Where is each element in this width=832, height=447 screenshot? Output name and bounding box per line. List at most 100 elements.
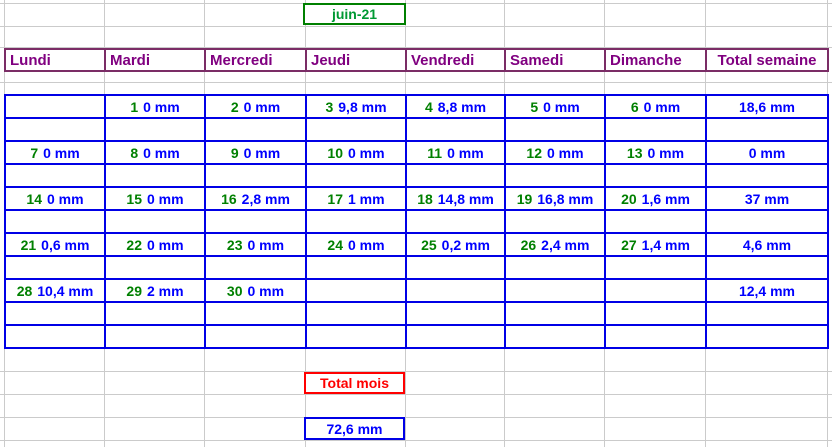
header-cell-lundi[interactable]: Lundi [6,50,106,72]
spacer-cell[interactable] [206,257,307,280]
spacer-cell[interactable] [707,303,829,326]
header-cell-total-semaine[interactable]: Total semaine [707,50,829,72]
day-cell[interactable]: 12 0 mm [506,142,606,165]
spacer-cell[interactable] [407,326,506,349]
spacer-cell[interactable] [506,257,606,280]
header-cell-mercredi[interactable]: Mercredi [206,50,307,72]
day-cell[interactable]: 11 0 mm [407,142,506,165]
spacer-cell[interactable] [407,303,506,326]
spacer-cell[interactable] [407,257,506,280]
spacer-cell[interactable] [6,303,106,326]
day-cell[interactable]: 13 0 mm [606,142,707,165]
day-cell[interactable]: 24 0 mm [307,234,407,257]
spacer-cell[interactable] [206,211,307,234]
spacer-cell[interactable] [106,165,206,188]
day-cell[interactable]: 20 1,6 mm [606,188,707,211]
spacer-cell[interactable] [307,165,407,188]
month-label: juin-21 [331,6,378,22]
day-cell[interactable]: 23 0 mm [206,234,307,257]
total-month-value-cell[interactable]: 72,6 mm [304,417,405,440]
spacer-cell[interactable] [6,257,106,280]
spacer-cell[interactable] [707,326,829,349]
spacer-cell[interactable] [206,326,307,349]
total-month-label-cell[interactable]: Total mois [304,372,405,394]
spacer-cell[interactable] [6,326,106,349]
spacer-cell[interactable] [6,165,106,188]
day-cell[interactable]: 19 16,8 mm [506,188,606,211]
spacer-cell[interactable] [606,119,707,142]
spacer-cell[interactable] [606,165,707,188]
header-cell-jeudi[interactable]: Jeudi [307,50,407,72]
spacer-cell[interactable] [606,257,707,280]
day-cell[interactable]: 17 1 mm [307,188,407,211]
spacer-cell[interactable] [206,165,307,188]
spacer-cell[interactable] [407,211,506,234]
spacer-cell[interactable] [307,303,407,326]
week-total-cell[interactable]: 12,4 mm [707,280,829,303]
week-total-cell[interactable]: 18,6 mm [707,96,829,119]
day-cell[interactable]: 27 1,4 mm [606,234,707,257]
spacer-cell[interactable] [407,119,506,142]
empty-day-cell[interactable] [407,280,506,303]
spacer-cell[interactable] [206,303,307,326]
day-cell[interactable]: 29 2 mm [106,280,206,303]
spacer-cell[interactable] [707,257,829,280]
spacer-cell[interactable] [506,326,606,349]
spacer-cell[interactable] [307,326,407,349]
day-cell[interactable]: 4 8,8 mm [407,96,506,119]
spacer-cell[interactable] [606,326,707,349]
spacer-cell[interactable] [307,211,407,234]
day-cell[interactable]: 21 0,6 mm [6,234,106,257]
week-total-cell[interactable]: 0 mm [707,142,829,165]
day-cell[interactable]: 30 0 mm [206,280,307,303]
header-cell-dimanche[interactable]: Dimanche [606,50,707,72]
day-cell[interactable]: 28 10,4 mm [6,280,106,303]
spacer-cell[interactable] [106,326,206,349]
empty-day-cell[interactable] [506,280,606,303]
spacer-cell[interactable] [707,211,829,234]
spacer-cell[interactable] [106,257,206,280]
day-cell[interactable]: 22 0 mm [106,234,206,257]
day-cell[interactable]: 26 2,4 mm [506,234,606,257]
day-cell[interactable]: 10 0 mm [307,142,407,165]
spacer-cell[interactable] [106,119,206,142]
day-cell[interactable]: 18 14,8 mm [407,188,506,211]
week-total-cell[interactable]: 4,6 mm [707,234,829,257]
spacer-cell[interactable] [106,211,206,234]
spacer-cell[interactable] [307,257,407,280]
day-cell[interactable]: 3 9,8 mm [307,96,407,119]
spacer-cell[interactable] [106,303,206,326]
spacer-cell[interactable] [206,119,307,142]
spacer-cell[interactable] [307,119,407,142]
spacer-cell[interactable] [506,119,606,142]
spacer-cell[interactable] [6,211,106,234]
spacer-cell[interactable] [407,165,506,188]
spacer-cell[interactable] [707,165,829,188]
spacer-cell[interactable] [506,303,606,326]
spacer-cell[interactable] [6,119,106,142]
spacer-cell[interactable] [606,303,707,326]
spacer-cell[interactable] [506,211,606,234]
empty-day-cell[interactable] [6,96,106,119]
month-cell[interactable]: juin-21 [303,3,406,25]
day-cell[interactable]: 15 0 mm [106,188,206,211]
empty-day-cell[interactable] [606,280,707,303]
spacer-cell[interactable] [606,211,707,234]
spacer-cell[interactable] [707,119,829,142]
day-cell[interactable]: 14 0 mm [6,188,106,211]
header-cell-samedi[interactable]: Samedi [506,50,606,72]
day-cell[interactable]: 25 0,2 mm [407,234,506,257]
week-total-cell[interactable]: 37 mm [707,188,829,211]
header-cell-mardi[interactable]: Mardi [106,50,206,72]
header-cell-vendredi[interactable]: Vendredi [407,50,506,72]
empty-day-cell[interactable] [307,280,407,303]
spacer-cell[interactable] [506,165,606,188]
day-cell[interactable]: 16 2,8 mm [206,188,307,211]
